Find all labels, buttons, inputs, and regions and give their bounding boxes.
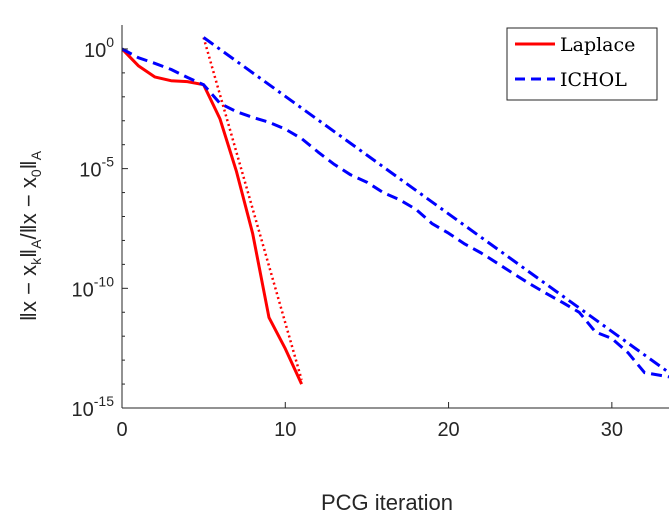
y-tick-label: 100 (84, 34, 114, 62)
x-tick-label: 10 (274, 419, 296, 441)
series-line-laplace-bound (202, 37, 303, 381)
legend-label-laplace: Laplace (560, 34, 635, 56)
y-tick-label: 10-5 (79, 154, 114, 182)
y-tick-label: 10-10 (72, 273, 115, 301)
legend: Laplace ICHOL (506, 27, 658, 101)
y-axis-title: ‖x − xk‖A/‖x − x0‖A (16, 150, 44, 321)
x-tick-label: 20 (437, 419, 459, 441)
y-tick-label: 10-15 (72, 393, 115, 421)
x-axis-title: PCG iteration (321, 490, 453, 515)
x-tick-label: 0 (116, 419, 127, 441)
legend-label-ichol: ICHOL (560, 69, 627, 91)
legend-box (506, 27, 658, 101)
x-tick-label: 30 (601, 419, 623, 441)
series-line-ichol-bound (202, 36, 669, 374)
tick-labels: 0 10 20 30 100 10-5 10-10 10-15 (72, 34, 623, 441)
plot-area (122, 36, 669, 385)
axes (121, 25, 669, 409)
series-line-laplace (122, 47, 303, 385)
series-line-ichol (122, 47, 669, 379)
